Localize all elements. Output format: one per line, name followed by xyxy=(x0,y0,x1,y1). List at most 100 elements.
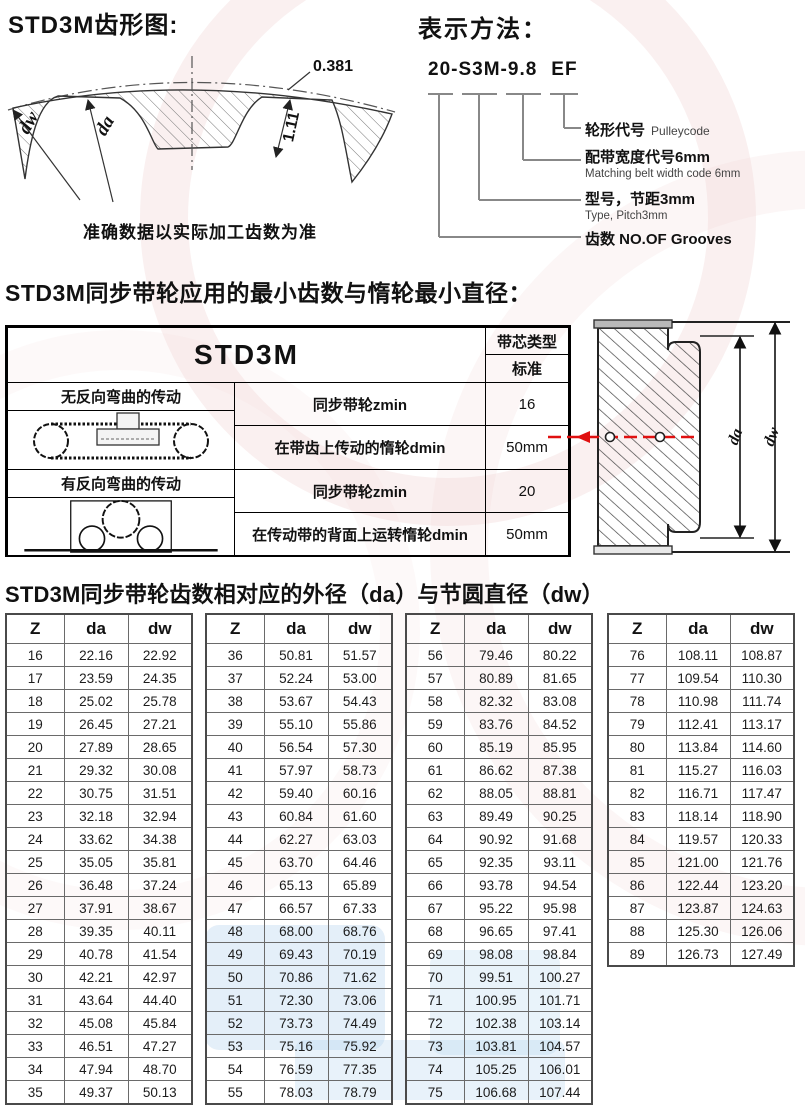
table-cell: 33.62 xyxy=(63,827,129,851)
table-cell: 78 xyxy=(607,689,667,713)
table-cell: 83.08 xyxy=(527,689,593,713)
table-cell: 68.00 xyxy=(263,919,329,943)
table-row: 56 79.46 80.22 xyxy=(405,643,593,667)
table-cell: 20 xyxy=(5,735,65,759)
group-no-reverse-bend: 无反向弯曲的传动 xyxy=(7,382,235,470)
table-cell: 60.16 xyxy=(327,781,393,805)
table-cell: 127.49 xyxy=(729,942,795,967)
table-cell: 41 xyxy=(205,758,265,782)
table-cell: 108.11 xyxy=(665,643,731,667)
table-row: 66 93.78 94.54 xyxy=(405,873,593,897)
table-cell: 103.81 xyxy=(463,1034,529,1058)
table-row: 59 83.76 84.52 xyxy=(405,712,593,736)
param-cell: 在带齿上传动的惰轮dmin xyxy=(234,425,486,470)
table-cell: 87 xyxy=(607,896,667,920)
pulley-code: 20-S3M-9.8 EF xyxy=(428,59,578,81)
table-cell: 28.65 xyxy=(127,735,193,759)
table-cell: 27.89 xyxy=(63,735,129,759)
value-cell: 50mm xyxy=(485,512,569,557)
table-row: 49 69.43 70.19 xyxy=(205,942,393,966)
table-cell: 66 xyxy=(405,873,465,897)
table-cell: 56.54 xyxy=(263,735,329,759)
table-row: 52 73.73 74.49 xyxy=(205,1011,393,1035)
code-separator: - xyxy=(500,59,508,80)
table-cell: 110.98 xyxy=(665,689,731,713)
table-row: 34 47.94 48.70 xyxy=(5,1057,193,1081)
table-cell: 23.59 xyxy=(63,666,129,690)
table-cell: 50.13 xyxy=(127,1080,193,1105)
table-cell: 75.16 xyxy=(263,1034,329,1058)
table-row: 21 29.32 30.08 xyxy=(5,758,193,782)
table-cell: 104.57 xyxy=(527,1034,593,1058)
table-cell: 19 xyxy=(5,712,65,736)
table-cell: 32 xyxy=(5,1011,65,1035)
table-cell: 69 xyxy=(405,942,465,966)
column-header: da xyxy=(263,613,329,644)
table-row: 74 105.25 106.01 xyxy=(405,1057,593,1081)
table-cell: 75.92 xyxy=(327,1034,393,1058)
code-separator: - xyxy=(451,59,459,80)
column-header: Z xyxy=(5,613,65,644)
table-row: 62 88.05 88.81 xyxy=(405,781,593,805)
table-cell: 98.08 xyxy=(463,942,529,966)
table-row: 88 125.30 126.06 xyxy=(607,919,795,943)
table-cell: 53 xyxy=(205,1034,265,1058)
table-row: 16 22.16 22.92 xyxy=(5,643,193,667)
table-cell: 22.16 xyxy=(63,643,129,667)
table-row: 42 59.40 60.16 xyxy=(205,781,393,805)
table-cell: 36.48 xyxy=(63,873,129,897)
callout-en: Type, Pitch3mm xyxy=(585,210,668,222)
table-cell: 84.52 xyxy=(527,712,593,736)
table-cell: 55 xyxy=(205,1080,265,1105)
table-cell: 76.59 xyxy=(263,1057,329,1081)
table-cell: 48.70 xyxy=(127,1057,193,1081)
table-row: 57 80.89 81.65 xyxy=(405,666,593,690)
table-cell: 97.41 xyxy=(527,919,593,943)
table-row: 77 109.54 110.30 xyxy=(607,666,795,690)
table-row: 75 106.68 107.44 xyxy=(405,1080,593,1105)
table-row: 82 116.71 117.47 xyxy=(607,781,795,805)
group-label: 无反向弯曲的传动 xyxy=(8,383,234,411)
table-cell: 34.38 xyxy=(127,827,193,851)
table-row: 67 95.22 95.98 xyxy=(405,896,593,920)
table-cell: 79 xyxy=(607,712,667,736)
table-cell: 77.35 xyxy=(327,1057,393,1081)
table-row: 47 66.57 67.33 xyxy=(205,896,393,920)
table-cell: 89 xyxy=(607,942,667,967)
table-row: 17 23.59 24.35 xyxy=(5,666,193,690)
table-cell: 113.84 xyxy=(665,735,731,759)
table-row: 86 122.44 123.20 xyxy=(607,873,795,897)
table-cell: 126.73 xyxy=(665,942,731,967)
table-row: 30 42.21 42.97 xyxy=(5,965,193,989)
table-cell: 69.43 xyxy=(263,942,329,966)
table-cell: 122.44 xyxy=(665,873,731,897)
table-cell: 121.00 xyxy=(665,850,731,874)
table-cell: 95.98 xyxy=(527,896,593,920)
serpentine-drive-diagram xyxy=(24,499,218,553)
table-cell: 106.01 xyxy=(527,1057,593,1081)
table-cell: 100.27 xyxy=(527,965,593,989)
table-row: 44 62.27 63.03 xyxy=(205,827,393,851)
table-cell: 78.79 xyxy=(327,1080,393,1105)
table-row: 79 112.41 113.17 xyxy=(607,712,795,736)
table-cell: 75 xyxy=(405,1080,465,1105)
table-cell: 65.13 xyxy=(263,873,329,897)
table-cell: 23 xyxy=(5,804,65,828)
table-cell: 37 xyxy=(205,666,265,690)
table-cell: 39 xyxy=(205,712,265,736)
table-cell: 45.08 xyxy=(63,1011,129,1035)
table-cell: 113.17 xyxy=(729,712,795,736)
table-cell: 111.74 xyxy=(729,689,795,713)
table-cell: 17 xyxy=(5,666,65,690)
table-cell: 70.86 xyxy=(263,965,329,989)
table-cell: 30.08 xyxy=(127,758,193,782)
table-row: 89 126.73 127.49 xyxy=(607,942,795,967)
table-cell: 73.73 xyxy=(263,1011,329,1035)
table-row: 20 27.89 28.65 xyxy=(5,735,193,759)
table-row: 64 90.92 91.68 xyxy=(405,827,593,851)
table-row: 58 82.32 83.08 xyxy=(405,689,593,713)
min-diameter-table: STD3M 带芯类型 标准 无反向弯曲的传动 同步带轮zmin 16 在带齿上传… xyxy=(5,325,571,557)
model-header: STD3M xyxy=(7,327,486,383)
